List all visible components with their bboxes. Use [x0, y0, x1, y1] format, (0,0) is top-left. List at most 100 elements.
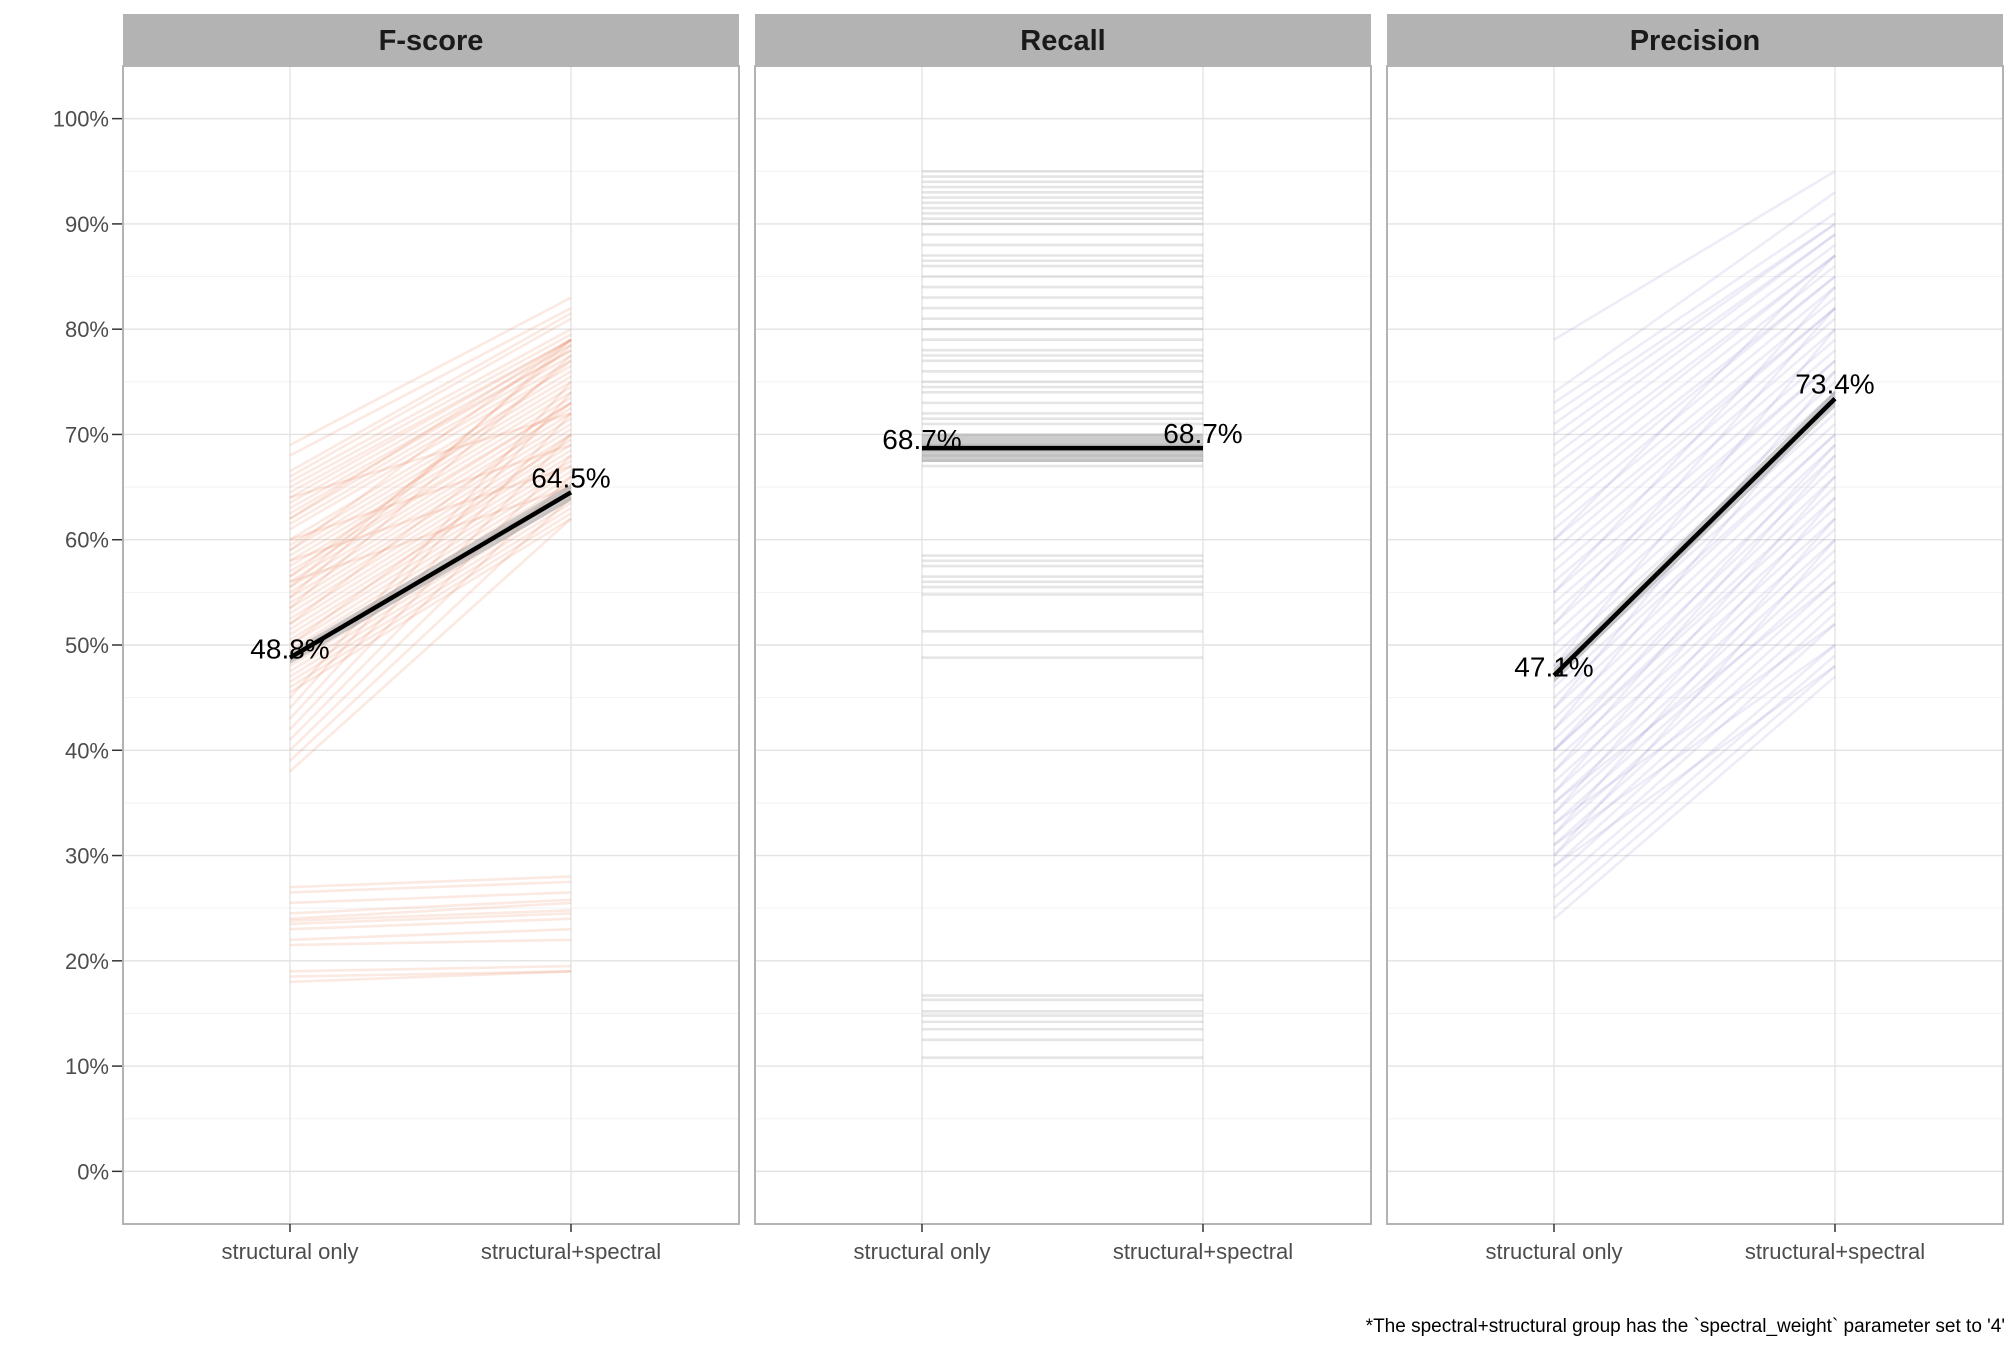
facet-title: Precision	[1630, 25, 1761, 57]
data-line	[1553, 570, 1836, 825]
data-line	[289, 454, 572, 631]
data-line	[1553, 243, 1836, 457]
y-tick-label: 40%	[65, 738, 109, 763]
data-line	[289, 517, 572, 694]
data-line	[1553, 465, 1836, 731]
data-line	[1553, 559, 1836, 815]
data-line	[289, 349, 572, 515]
data-line	[1553, 580, 1836, 804]
data-line	[289, 464, 572, 641]
data-line	[1553, 254, 1836, 468]
data-line	[289, 338, 572, 499]
x-tick-label: structural only	[854, 1239, 991, 1264]
data-line	[1553, 317, 1836, 562]
data-line	[289, 898, 572, 915]
data-line	[289, 401, 572, 578]
x-tick-label: structural only	[222, 1239, 359, 1264]
data-line	[289, 412, 572, 589]
data-line	[289, 512, 572, 689]
y-tick-label: 10%	[65, 1054, 109, 1079]
data-line	[289, 443, 572, 541]
data-line	[1553, 664, 1836, 868]
y-tick-label: 100%	[53, 107, 109, 132]
data-line	[289, 927, 572, 942]
data-line	[1553, 507, 1836, 762]
data-line	[289, 338, 572, 552]
data-line	[289, 912, 572, 926]
data-line	[1553, 444, 1836, 752]
data-line	[289, 485, 572, 584]
data-line	[1553, 359, 1836, 604]
data-line	[1553, 338, 1836, 583]
data-line	[289, 443, 572, 620]
data-line	[1553, 307, 1836, 625]
x-tick-label: structural+spectral	[1113, 1239, 1293, 1264]
data-line	[1553, 517, 1836, 836]
caption-text: *The spectral+structural group has the `…	[1366, 1316, 2005, 1337]
data-line	[1553, 233, 1836, 436]
data-line	[289, 349, 572, 510]
data-line	[1553, 222, 1836, 425]
data-line	[289, 970, 572, 984]
data-line	[289, 496, 572, 762]
data-line	[289, 970, 572, 978]
y-tick-label: 70%	[65, 422, 109, 447]
panel-precision: Precision 47.1% 73.4% structural only struct…	[1386, 14, 2004, 1264]
data-line	[289, 343, 572, 589]
data-line	[289, 964, 572, 973]
data-line	[289, 354, 572, 610]
data-line	[289, 338, 572, 494]
data-line	[1553, 454, 1836, 773]
data-line	[1553, 433, 1836, 689]
facet-strip	[1387, 14, 2003, 66]
mean-label-end: 64.5%	[531, 462, 610, 493]
data-line	[289, 306, 572, 457]
data-line	[1553, 328, 1836, 667]
data-line	[289, 338, 572, 520]
data-line	[1553, 391, 1836, 646]
data-line	[1553, 496, 1836, 752]
data-line	[289, 333, 572, 489]
data-line	[1553, 349, 1836, 594]
data-line	[289, 412, 572, 720]
data-line	[289, 917, 572, 931]
data-line	[289, 422, 572, 599]
data-line	[1553, 359, 1836, 615]
data-line	[289, 433, 572, 647]
data-line	[1553, 612, 1836, 868]
data-line	[289, 417, 572, 594]
data-line	[289, 401, 572, 625]
data-line	[1553, 549, 1836, 804]
data-line	[289, 359, 572, 578]
data-line	[289, 938, 572, 947]
mean-label-start: 68.7%	[882, 424, 961, 455]
panel-recall: Recall 68.7% 68.7% structural only structura…	[754, 14, 1372, 1264]
data-line	[1553, 486, 1836, 752]
data-line	[1553, 286, 1836, 594]
facet-title: F-score	[379, 25, 484, 57]
x-tick-label: structural+spectral	[481, 1239, 661, 1264]
facet-strip	[123, 14, 739, 66]
data-line	[1553, 644, 1836, 889]
data-line	[1553, 496, 1836, 815]
data-line	[289, 908, 572, 923]
data-line	[1553, 380, 1836, 636]
data-line	[1553, 475, 1836, 741]
data-line	[289, 317, 572, 478]
facet-strip	[755, 14, 1371, 66]
data-line	[289, 296, 572, 447]
data-line	[1553, 528, 1836, 783]
data-line	[289, 375, 572, 547]
data-line	[1553, 275, 1836, 499]
data-line	[289, 380, 572, 552]
data-line	[1553, 444, 1836, 710]
x-tick-label: structural+spectral	[1745, 1239, 1925, 1264]
data-line	[289, 875, 572, 889]
data-line	[289, 354, 572, 520]
data-line	[289, 364, 572, 531]
data-line	[1553, 538, 1836, 794]
mean-label-start: 48.8%	[250, 634, 329, 665]
data-line	[289, 396, 572, 568]
data-line	[289, 328, 572, 483]
